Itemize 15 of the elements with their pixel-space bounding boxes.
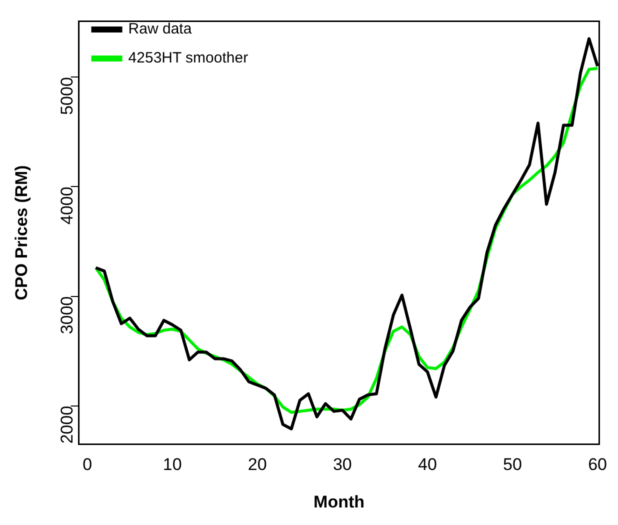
legend-label: 4253HT smoother — [128, 50, 248, 67]
x-tick-label: 20 — [248, 455, 267, 474]
x-tick-label: 30 — [332, 455, 352, 474]
y-tick-label: 2000 — [57, 406, 76, 444]
x-tick-label: 0 — [82, 455, 92, 474]
x-tick-label: 50 — [503, 455, 522, 474]
legend-label: Raw data — [128, 20, 192, 38]
y-tick-label: 3000 — [57, 296, 76, 334]
x-tick-label: 60 — [588, 455, 607, 474]
y-axis-title: CPO Prices (RM) — [12, 165, 31, 300]
x-axis-title: Month — [314, 492, 365, 512]
x-tick-label: 40 — [418, 455, 437, 474]
x-tick-label: 10 — [162, 455, 182, 474]
y-tick-label: 5000 — [57, 77, 76, 115]
y-tick-label: 4000 — [57, 186, 76, 224]
